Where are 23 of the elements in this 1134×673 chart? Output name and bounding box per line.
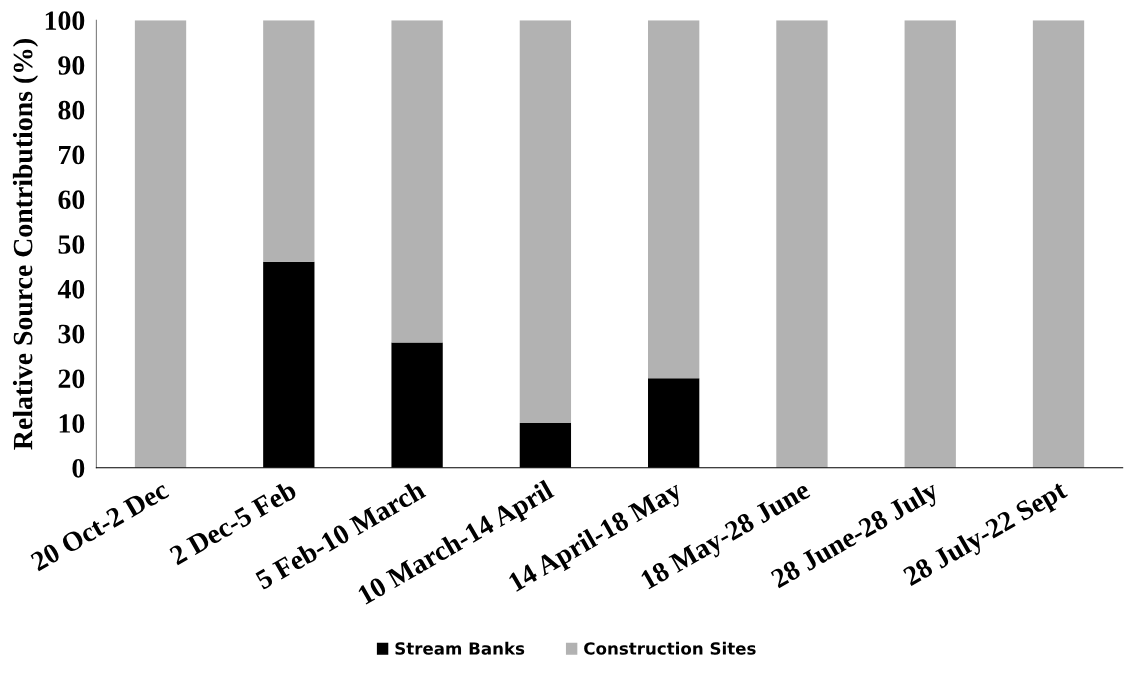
bar (519, 20, 572, 423)
bar (391, 20, 443, 343)
bar (263, 20, 315, 262)
y-tick-label: 70 (59, 145, 85, 165)
y-tick-label: 90 (58, 56, 85, 75)
bar (1032, 20, 1085, 468)
bar (134, 20, 187, 468)
y-tick-label: 50 (58, 235, 85, 254)
y-tick-label: 20 (58, 369, 85, 389)
y-axis-title: Relative Source Contributions (%) (12, 39, 39, 450)
y-tick-label: 10 (59, 414, 85, 433)
bar (776, 20, 828, 468)
y-tick-label: 0 (72, 458, 85, 478)
y-tick-label: 100 (45, 11, 85, 31)
legend-label: Construction Sites (584, 641, 756, 655)
x-tick-label: 20 Oct-2 Dec (29, 479, 170, 572)
bar (648, 20, 700, 379)
bar (904, 20, 956, 468)
y-tick-label: 80 (58, 100, 85, 120)
y-tick-label: 30 (58, 324, 85, 344)
y-tick-label: 60 (58, 190, 85, 210)
legend-label: Stream Banks (395, 641, 525, 655)
y-tick-label: 40 (57, 279, 85, 299)
